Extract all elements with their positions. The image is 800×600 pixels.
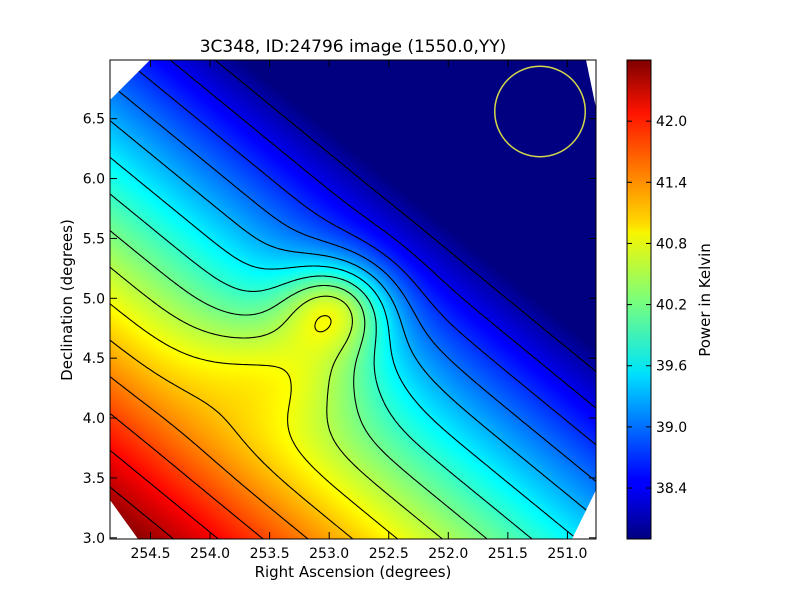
contour-line xyxy=(110,266,443,539)
chart-title: 3C348, ID:24796 image (1550.0,YY) xyxy=(200,37,507,57)
colorbar-tick-label: 42.0 xyxy=(656,114,687,130)
colorbar-tick-label: 38.4 xyxy=(656,481,687,497)
contour-line xyxy=(214,60,596,372)
x-tick-label: 252.0 xyxy=(428,546,468,562)
x-axis: 254.5 254.0 253.5 253.0 252.5 252.0 251.5 251.0 xyxy=(130,60,587,562)
y-tick-label: 5.0 xyxy=(83,291,105,307)
contour-lines xyxy=(110,60,596,539)
contour-line xyxy=(110,156,578,539)
colorbar-tick-label: 39.0 xyxy=(656,420,687,436)
y-tick-label: 4.0 xyxy=(83,411,105,427)
x-tick-label: 251.5 xyxy=(488,546,528,562)
y-tick-label: 3.0 xyxy=(83,531,105,547)
colorbar-tick-label: 40.8 xyxy=(656,236,687,252)
contour-line xyxy=(169,60,596,409)
heatmap-image xyxy=(110,60,596,539)
x-tick-label: 253.5 xyxy=(250,546,290,562)
colorbar: 38.4 39.0 39.6 40.2 40.8 41.4 42.0 Power in Ke… xyxy=(626,59,714,540)
colorbar-gradient xyxy=(626,59,652,540)
y-axis-label: Declination (degrees) xyxy=(58,219,76,381)
x-tick-label: 253.0 xyxy=(309,546,349,562)
contour-line xyxy=(110,486,174,539)
y-axis: 3.0 3.5 4.0 4.5 5.0 5.5 6.0 6.5 xyxy=(83,112,596,547)
colorbar-label: Power in Kelvin xyxy=(696,243,714,357)
beam-circle xyxy=(494,65,587,158)
y-tick-label: 5.5 xyxy=(83,231,105,247)
colorbar-tick-label: 41.4 xyxy=(656,175,687,191)
x-tick-label: 252.5 xyxy=(369,546,409,562)
colorbar-tick-label: 40.2 xyxy=(656,298,687,314)
y-tick-label: 3.5 xyxy=(83,471,105,487)
x-tick-label: 251.0 xyxy=(547,546,587,562)
x-tick-label: 254.0 xyxy=(190,546,230,562)
plot-frame xyxy=(109,59,597,540)
colorbar-ticks: 38.4 39.0 39.6 40.2 40.8 41.4 42.0 xyxy=(627,114,687,497)
contour-line xyxy=(110,230,488,539)
x-axis-label: Right Ascension (degrees) xyxy=(255,563,452,581)
colorbar-tick-label: 39.6 xyxy=(656,359,687,375)
heatmap-area xyxy=(109,59,597,540)
y-tick-label: 6.5 xyxy=(83,112,105,128)
y-tick-label: 6.0 xyxy=(83,172,105,188)
contour-line xyxy=(110,413,264,539)
y-tick-label: 4.5 xyxy=(83,351,105,367)
x-tick-label: 254.5 xyxy=(130,546,170,562)
contour-line xyxy=(110,120,596,519)
